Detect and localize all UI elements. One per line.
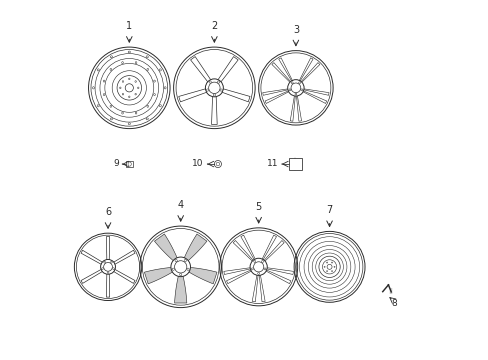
Text: 11: 11 <box>266 159 278 168</box>
Ellipse shape <box>102 268 103 269</box>
Polygon shape <box>299 58 312 81</box>
Polygon shape <box>263 240 284 262</box>
Polygon shape <box>302 91 326 103</box>
Ellipse shape <box>208 82 220 94</box>
Polygon shape <box>241 235 255 260</box>
Polygon shape <box>106 237 109 260</box>
Text: 10: 10 <box>192 159 203 168</box>
Text: 8: 8 <box>391 299 397 308</box>
Polygon shape <box>217 57 238 82</box>
Ellipse shape <box>253 262 263 272</box>
Ellipse shape <box>205 79 223 97</box>
Text: 6: 6 <box>105 207 111 217</box>
Polygon shape <box>265 270 290 284</box>
Ellipse shape <box>103 261 105 263</box>
Ellipse shape <box>294 93 296 95</box>
Text: 2: 2 <box>211 21 217 31</box>
Ellipse shape <box>171 257 190 276</box>
Polygon shape <box>174 275 186 303</box>
Polygon shape <box>296 95 301 121</box>
Polygon shape <box>81 269 102 283</box>
Text: 3: 3 <box>292 25 298 35</box>
Text: 4: 4 <box>177 200 183 210</box>
Polygon shape <box>106 274 109 297</box>
Ellipse shape <box>298 82 300 84</box>
Ellipse shape <box>107 272 109 273</box>
Ellipse shape <box>253 261 255 262</box>
Polygon shape <box>81 250 102 265</box>
Text: 1: 1 <box>126 21 132 31</box>
Ellipse shape <box>179 274 182 276</box>
Ellipse shape <box>287 80 304 96</box>
Ellipse shape <box>174 261 186 273</box>
Polygon shape <box>262 89 288 95</box>
Ellipse shape <box>288 89 290 91</box>
FancyBboxPatch shape <box>288 158 302 170</box>
Ellipse shape <box>175 260 177 262</box>
Ellipse shape <box>112 268 114 269</box>
Text: 7: 7 <box>326 206 332 215</box>
Polygon shape <box>290 95 295 121</box>
Polygon shape <box>226 270 251 284</box>
Polygon shape <box>211 96 217 125</box>
Ellipse shape <box>291 82 292 84</box>
Polygon shape <box>188 267 217 284</box>
Polygon shape <box>154 234 177 261</box>
Ellipse shape <box>209 81 211 83</box>
Polygon shape <box>113 250 135 265</box>
Polygon shape <box>261 235 276 260</box>
Ellipse shape <box>184 260 186 262</box>
Text: 5: 5 <box>255 202 261 212</box>
FancyBboxPatch shape <box>126 161 133 167</box>
Ellipse shape <box>186 268 189 270</box>
Ellipse shape <box>290 83 300 93</box>
Ellipse shape <box>172 268 174 270</box>
Ellipse shape <box>213 94 215 96</box>
Polygon shape <box>113 269 135 283</box>
Ellipse shape <box>110 261 112 263</box>
Polygon shape <box>221 89 249 102</box>
Polygon shape <box>300 63 319 83</box>
Polygon shape <box>178 89 207 102</box>
Ellipse shape <box>206 89 208 91</box>
Polygon shape <box>183 234 206 261</box>
Polygon shape <box>252 274 258 302</box>
Ellipse shape <box>101 260 115 274</box>
Ellipse shape <box>251 268 253 270</box>
Polygon shape <box>144 267 173 284</box>
Ellipse shape <box>261 261 263 262</box>
Polygon shape <box>265 267 293 274</box>
Polygon shape <box>264 91 289 103</box>
Ellipse shape <box>217 81 219 83</box>
Polygon shape <box>278 58 292 81</box>
Polygon shape <box>303 89 328 95</box>
Ellipse shape <box>103 262 112 271</box>
Polygon shape <box>259 274 264 302</box>
Ellipse shape <box>300 89 302 91</box>
Ellipse shape <box>264 268 265 270</box>
Polygon shape <box>233 240 253 262</box>
Text: 9: 9 <box>113 159 119 168</box>
Polygon shape <box>190 57 211 82</box>
Ellipse shape <box>220 89 222 91</box>
Polygon shape <box>224 267 251 274</box>
Ellipse shape <box>257 273 259 274</box>
Polygon shape <box>271 63 290 83</box>
Ellipse shape <box>249 258 267 275</box>
